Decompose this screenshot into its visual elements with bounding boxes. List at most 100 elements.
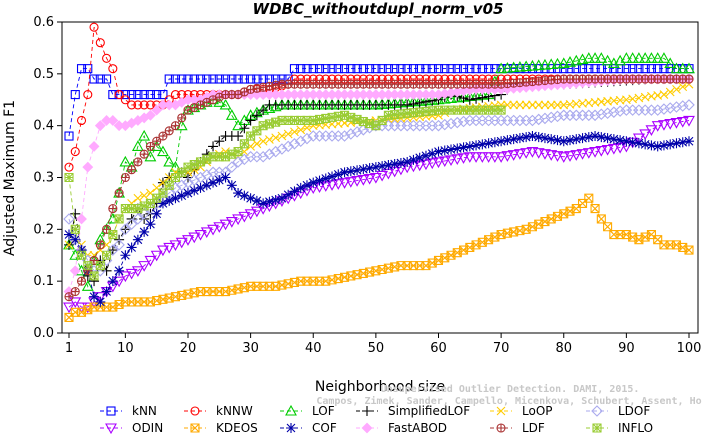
point-ldf xyxy=(70,286,80,297)
point-lof xyxy=(138,129,151,141)
point-cof xyxy=(70,234,81,245)
point-cof xyxy=(101,286,112,297)
point-ldf xyxy=(133,157,142,166)
point-knn xyxy=(471,64,481,74)
point-knn xyxy=(590,64,600,74)
legend-item-cof: COF xyxy=(280,421,337,434)
point-lof xyxy=(601,54,614,66)
point-knn xyxy=(239,74,249,84)
point-cof xyxy=(352,165,363,176)
point-ldof xyxy=(200,169,213,181)
point-inflo xyxy=(152,193,162,203)
point-knn xyxy=(371,64,381,74)
point-knn xyxy=(202,74,212,84)
point-odin xyxy=(564,151,576,162)
point-ldof xyxy=(107,244,119,256)
x-tick-label: 1 xyxy=(65,341,73,356)
citation-watermark-line-2: Campos, Zimek, Sander, Campello, Micenko… xyxy=(316,395,702,407)
point-inflo xyxy=(158,188,168,198)
point-odin xyxy=(451,154,464,165)
point-odin xyxy=(683,115,695,127)
point-ldof xyxy=(532,113,545,126)
point-ldof xyxy=(664,102,676,114)
point-knn xyxy=(233,74,243,84)
point-knn xyxy=(634,64,644,74)
legend-marker xyxy=(190,406,200,416)
point-knnw xyxy=(139,100,149,110)
point-odin xyxy=(576,149,589,160)
point-lof xyxy=(658,52,670,63)
point-odin xyxy=(338,178,351,189)
point-knnw xyxy=(145,100,155,110)
point-cof xyxy=(64,229,74,240)
point-ldof xyxy=(294,135,307,147)
point-knn xyxy=(314,64,325,74)
point-lof xyxy=(545,58,558,70)
point-cof xyxy=(377,161,388,172)
point-knnw xyxy=(102,53,112,63)
point-odin xyxy=(526,147,539,158)
point-ldf xyxy=(214,92,224,102)
point-cof xyxy=(208,177,219,188)
series-knn xyxy=(64,64,694,141)
point-lof xyxy=(626,52,639,63)
point-cof xyxy=(433,146,444,157)
point-cof xyxy=(552,135,563,146)
point-ldf xyxy=(158,132,167,141)
legend-label: LOF xyxy=(312,404,335,418)
point-cof xyxy=(289,186,300,197)
point-cof xyxy=(327,171,338,182)
series-odin xyxy=(63,115,695,314)
point-knn xyxy=(559,64,569,74)
point-loop xyxy=(271,133,281,143)
point-knn xyxy=(333,64,343,74)
point-lof xyxy=(539,58,551,70)
point-ldf xyxy=(271,80,281,90)
point-cof xyxy=(95,296,106,307)
point-cof xyxy=(658,140,669,151)
point-lof xyxy=(157,145,169,157)
point-cof xyxy=(621,136,632,147)
point-knnw xyxy=(89,22,99,32)
point-inflo xyxy=(189,159,199,170)
point-knn xyxy=(108,90,118,100)
point-odin xyxy=(232,214,245,226)
point-ldof xyxy=(125,218,138,230)
point-ldf xyxy=(120,172,130,183)
point-inflo xyxy=(390,110,400,120)
point-knn xyxy=(139,90,149,100)
point-lof xyxy=(232,119,245,131)
point-odin xyxy=(476,152,489,163)
legend-item-inflo: INFLO xyxy=(586,421,653,434)
point-cof xyxy=(665,139,676,150)
point-simplifiedlof xyxy=(239,123,250,134)
point-cof xyxy=(483,138,494,149)
point-ldof xyxy=(226,161,238,173)
point-knn xyxy=(214,74,224,84)
point-lof xyxy=(670,62,683,74)
point-ldof xyxy=(451,116,464,129)
point-lof xyxy=(645,52,658,63)
legend-item-ldof: LDOF xyxy=(586,404,650,418)
point-knn xyxy=(170,74,181,84)
point-cof xyxy=(596,132,607,143)
legend-label: LDF xyxy=(522,421,545,434)
point-cof xyxy=(496,136,507,147)
point-lof xyxy=(526,59,539,71)
point-odin xyxy=(238,211,251,223)
point-cof xyxy=(627,137,638,148)
point-cof xyxy=(646,140,657,151)
point-inflo xyxy=(64,172,74,183)
x-axis-label: Neighborhood size xyxy=(315,379,445,395)
point-cof xyxy=(264,196,275,207)
series-line-cof xyxy=(68,135,690,303)
point-loop xyxy=(296,125,306,135)
point-knn xyxy=(390,64,400,74)
point-ldf xyxy=(177,113,186,122)
point-lof xyxy=(651,52,664,63)
point-cof xyxy=(233,188,244,199)
legend-label: ODIN xyxy=(132,421,163,434)
point-knn xyxy=(296,64,306,74)
y-axis-label: Adjusted Maximum F1 xyxy=(2,100,18,256)
point-lof xyxy=(520,60,533,72)
